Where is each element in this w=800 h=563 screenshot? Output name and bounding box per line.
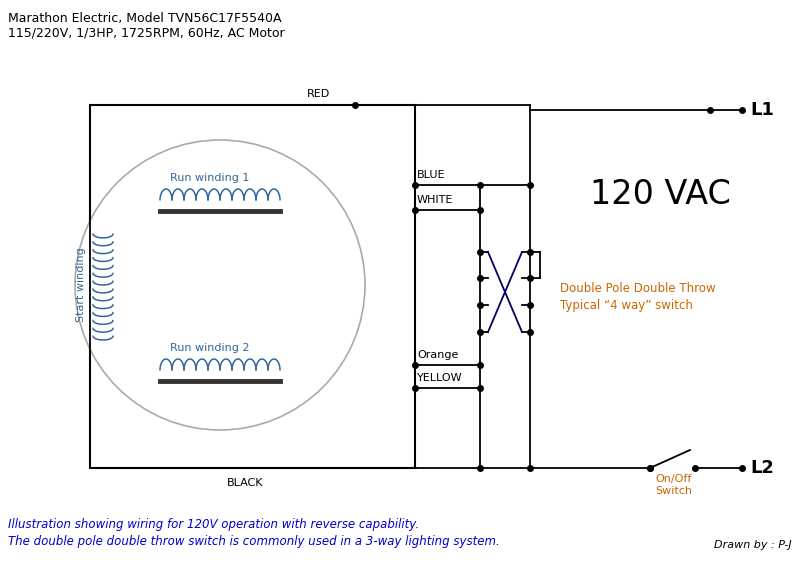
Text: Switch: Switch	[655, 486, 692, 496]
Text: 120 VAC: 120 VAC	[590, 178, 730, 212]
Text: L2: L2	[750, 459, 774, 477]
Text: Orange: Orange	[417, 350, 458, 360]
Text: Double Pole Double Throw: Double Pole Double Throw	[560, 282, 716, 294]
Text: RED: RED	[306, 89, 330, 99]
Text: 115/220V, 1/3HP, 1725RPM, 60Hz, AC Motor: 115/220V, 1/3HP, 1725RPM, 60Hz, AC Motor	[8, 27, 285, 40]
Text: Run winding 1: Run winding 1	[170, 173, 250, 183]
Text: Drawn by : P-J: Drawn by : P-J	[714, 540, 792, 550]
Text: Illustration showing wiring for 120V operation with reverse capability.: Illustration showing wiring for 120V ope…	[8, 518, 419, 531]
Text: BLACK: BLACK	[226, 478, 263, 488]
Text: Run winding 2: Run winding 2	[170, 343, 250, 353]
Bar	[90, 105, 415, 468]
Circle shape	[75, 140, 365, 430]
Text: Marathon Electric, Model TVN56C17F5540A: Marathon Electric, Model TVN56C17F5540A	[8, 12, 282, 25]
Text: WHITE: WHITE	[417, 195, 454, 205]
Text: On/Off: On/Off	[655, 474, 691, 484]
Text: BLUE: BLUE	[417, 170, 446, 180]
Text: The double pole double throw switch is commonly used in a 3-way lighting system.: The double pole double throw switch is c…	[8, 535, 500, 548]
Text: L1: L1	[750, 101, 774, 119]
Text: Start winding: Start winding	[76, 248, 86, 323]
Text: YELLOW: YELLOW	[417, 373, 462, 383]
Text: Typical “4 way” switch: Typical “4 way” switch	[560, 298, 693, 311]
